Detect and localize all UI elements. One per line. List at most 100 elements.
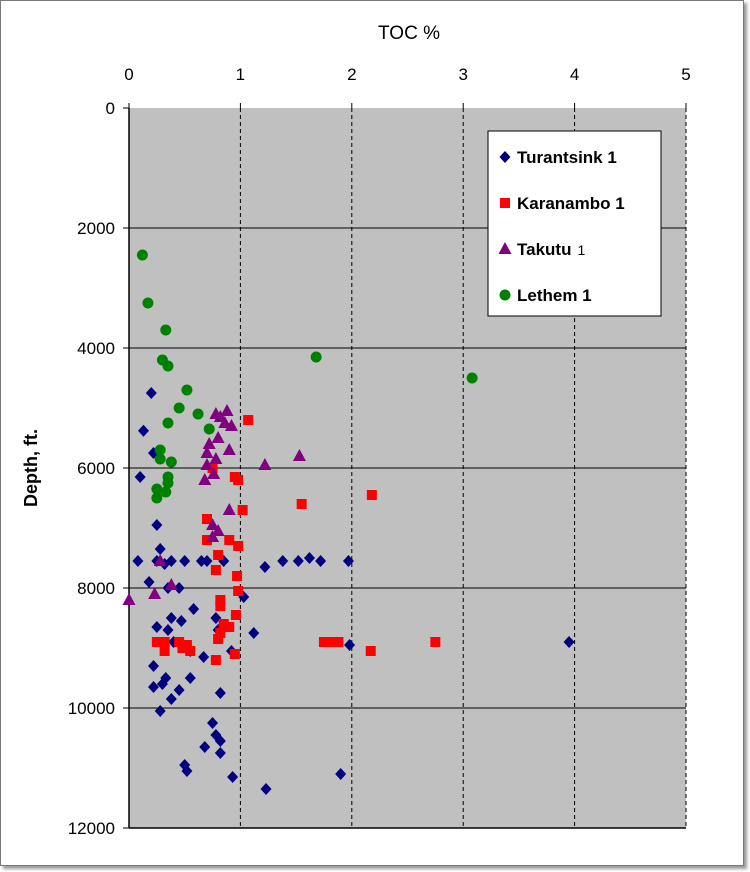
data-point-diamond [132, 555, 144, 567]
data-point-square [215, 601, 226, 611]
data-point-triangle [258, 458, 272, 470]
data-point-triangle [209, 452, 223, 464]
data-point-triangle [207, 467, 221, 479]
data-point-diamond [181, 765, 193, 777]
data-point-square [177, 643, 188, 653]
data-point-square [159, 637, 170, 647]
data-point-diamond [154, 543, 166, 555]
data-point-square [229, 649, 240, 659]
data-point-circle [154, 453, 166, 465]
data-point-square [233, 541, 244, 551]
data-point-diamond [165, 612, 177, 624]
data-point-triangle [200, 458, 214, 470]
y-tick-label: 8000 [77, 579, 115, 598]
data-point-square [237, 505, 248, 515]
data-point-diamond [175, 615, 187, 627]
data-point-circle [160, 486, 172, 498]
data-point-triangle [224, 419, 238, 431]
data-point-triangle [153, 554, 167, 566]
data-point-diamond [563, 636, 575, 648]
data-point-circle [162, 477, 174, 489]
data-point-diamond [173, 582, 185, 594]
legend-marker-circle [499, 289, 511, 301]
data-point-diamond [143, 576, 155, 588]
data-point-diamond [335, 768, 347, 780]
data-point-diamond [342, 555, 354, 567]
data-point-triangle [164, 578, 178, 590]
data-point-square [233, 475, 244, 485]
data-point-diamond [165, 555, 177, 567]
data-point-circle [162, 360, 174, 372]
legend-box [487, 130, 662, 317]
data-point-circle [192, 408, 204, 420]
data-point-circle [203, 423, 215, 435]
y-tick-label: 10000 [68, 699, 115, 718]
data-point-square [218, 619, 229, 629]
y-tick-label: 0 [106, 99, 115, 118]
data-point-square [201, 535, 212, 545]
data-point-square [333, 637, 344, 647]
data-point-square [151, 637, 162, 647]
data-point-circle [154, 444, 166, 456]
data-point-circle [173, 402, 185, 414]
series-circle-group [136, 249, 478, 504]
data-point-circle [142, 297, 154, 309]
data-point-triangle [122, 593, 136, 605]
tick-labels: 0 1 2 3 4 5 0 2000 4000 6000 8000 10000 12000 [68, 65, 691, 838]
data-point-diamond [198, 651, 210, 663]
data-point-diamond [195, 555, 207, 567]
data-point-diamond [259, 561, 271, 573]
axes [123, 103, 687, 829]
data-point-triangle [292, 449, 306, 461]
data-point-triangle [211, 431, 225, 443]
data-point-diamond [162, 624, 174, 636]
data-point-square [243, 415, 254, 425]
data-point-diamond [188, 603, 200, 615]
data-point-diamond [201, 555, 213, 567]
data-point-circle [151, 483, 163, 495]
data-point-diamond [151, 519, 163, 531]
data-point-square [210, 565, 221, 575]
data-point-diamond [179, 555, 191, 567]
data-point-triangle [222, 443, 236, 455]
data-point-square [365, 646, 376, 656]
data-point-square [215, 595, 226, 605]
data-point-diamond [151, 621, 163, 633]
data-point-diamond [277, 555, 289, 567]
data-point-diamond [137, 424, 149, 437]
data-point-circle [165, 456, 177, 468]
data-point-square [230, 610, 241, 620]
y-axis-title: Depth, ft. [21, 429, 41, 507]
y-tick-label: 4000 [77, 339, 115, 358]
data-point-triangle [200, 446, 214, 458]
data-point-diamond [260, 783, 272, 795]
data-point-square [224, 535, 235, 545]
data-point-square [213, 550, 224, 560]
data-point-triangle [206, 530, 220, 542]
data-point-triangle [148, 587, 162, 599]
data-point-diamond [248, 627, 260, 639]
data-point-square [326, 637, 337, 647]
x-axis-title: TOC % [378, 23, 440, 44]
data-point-square [318, 637, 329, 647]
data-point-diamond [184, 672, 196, 684]
data-point-triangle [222, 503, 236, 515]
legend-marker-triangle [498, 242, 512, 254]
data-point-diamond [227, 771, 239, 783]
data-point-square [224, 622, 235, 632]
legend-label: Karanambo 1 [517, 194, 625, 213]
series-triangle-group [122, 404, 306, 605]
data-point-diamond [344, 639, 356, 651]
data-point-square [210, 655, 221, 665]
y-tick-label: 2000 [77, 219, 115, 238]
data-point-diamond [303, 552, 315, 564]
data-point-circle [310, 351, 322, 363]
data-point-diamond [210, 612, 222, 624]
legend-marker-square [500, 198, 510, 208]
x-tick-label: 5 [681, 65, 690, 84]
data-point-diamond [148, 681, 160, 693]
data-point-diamond [315, 555, 327, 567]
data-point-triangle [220, 404, 234, 416]
legend-label: Takutu 1 [517, 240, 585, 259]
